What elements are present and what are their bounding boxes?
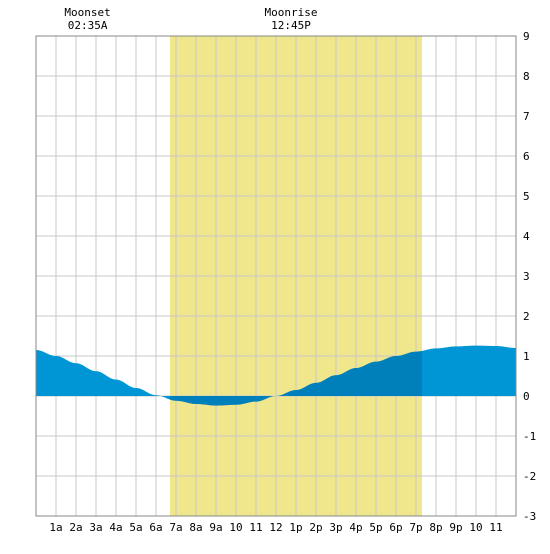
x-tick-label: 11 <box>489 521 502 534</box>
x-tick-label: 11 <box>249 521 262 534</box>
y-tick-label: 2 <box>523 310 530 323</box>
x-tick-label: 10 <box>229 521 242 534</box>
y-tick-label: -1 <box>523 430 536 443</box>
y-tick-label: 4 <box>523 230 530 243</box>
x-tick-label: 9p <box>449 521 462 534</box>
x-tick-label: 1a <box>49 521 62 534</box>
plot-border <box>35 35 517 517</box>
x-tick-label: 12 <box>269 521 282 534</box>
tide-series <box>36 345 516 406</box>
tide-area-night-evening <box>422 345 516 396</box>
x-tick-label: 5p <box>369 521 382 534</box>
x-tick-label: 4p <box>349 521 362 534</box>
plot-frame <box>35 35 517 517</box>
y-tick-label: 5 <box>523 190 530 203</box>
tide-area-day <box>170 350 422 406</box>
x-tick-label: 3a <box>89 521 102 534</box>
y-tick-label: -2 <box>523 470 536 483</box>
x-tick-label: 8p <box>429 521 442 534</box>
y-tick-label: 7 <box>523 110 530 123</box>
y-tick-label: 3 <box>523 270 530 283</box>
x-tick-label: 7p <box>409 521 422 534</box>
y-tick-label: 9 <box>523 30 530 43</box>
x-tick-label: 1p <box>289 521 302 534</box>
x-tick-label: 4a <box>109 521 122 534</box>
x-tick-label: 9a <box>209 521 222 534</box>
x-tick-label: 5a <box>129 521 142 534</box>
moon-event-time: 12:45P <box>271 19 311 32</box>
x-tick-label: 6a <box>149 521 162 534</box>
y-tick-label: -3 <box>523 510 536 523</box>
y-tick-label: 6 <box>523 150 530 163</box>
moon-event-time: 02:35A <box>68 19 108 32</box>
x-tick-label: 2p <box>309 521 322 534</box>
x-tick-label: 2a <box>69 521 82 534</box>
x-tick-label: 10 <box>469 521 482 534</box>
x-tick-label: 6p <box>389 521 402 534</box>
x-tick-label: 8a <box>189 521 202 534</box>
moon-event-name: Moonrise <box>265 6 318 19</box>
y-tick-label: 8 <box>523 70 530 83</box>
y-tick-labels: -3 -2 -1 0 1 2 3 4 5 6 7 8 9 <box>523 30 536 523</box>
tide-area-night-morning <box>36 350 170 400</box>
y-tick-label: 1 <box>523 350 530 363</box>
y-tick-label: 0 <box>523 390 530 403</box>
x-tick-label: 3p <box>329 521 342 534</box>
grid-lines <box>36 36 516 516</box>
x-tick-labels: 1a 2a 3a 4a 5a 6a 7a 8a 9a 10 11 12 1p 2p 3p 4p 5p 6p 7p 8p… <box>49 521 502 534</box>
x-tick-label: 7a <box>169 521 182 534</box>
moon-event-name: Moonset <box>64 6 110 19</box>
